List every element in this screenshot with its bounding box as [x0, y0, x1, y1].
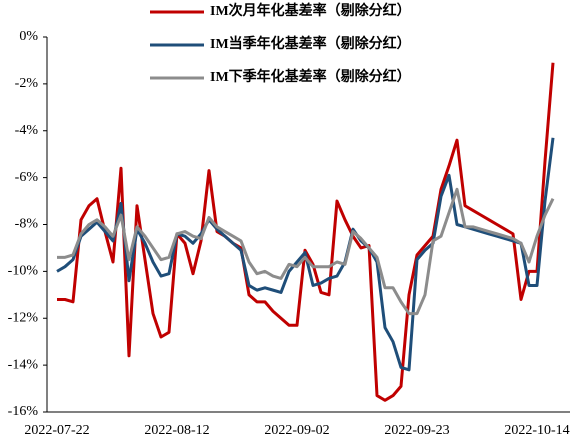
x-tick-label: 2022-07-22 — [24, 423, 89, 438]
y-tick-label: -16% — [8, 404, 39, 419]
series-line — [56, 137, 555, 372]
series-line — [57, 62, 555, 402]
y-tick-label: -10% — [8, 264, 39, 279]
x-tick-label: 2022-08-12 — [144, 423, 209, 438]
y-tick-label: -8% — [15, 217, 39, 232]
y-tick-label: -14% — [8, 357, 39, 372]
legend-label: IM下季年化基差率（剔除分红） — [210, 68, 411, 85]
x-tick-label: 2022-09-23 — [384, 423, 449, 438]
series-line — [57, 187, 555, 316]
y-tick-label: 0% — [19, 29, 38, 44]
y-tick-label: -6% — [15, 170, 39, 185]
legend-label: IM当季年化基差率（剔除分红） — [210, 35, 411, 52]
y-tick-label: -2% — [15, 76, 39, 91]
x-tick-label: 2022-09-02 — [264, 423, 329, 438]
legend-label: IM次月年化基差率（剔除分红） — [210, 2, 411, 19]
y-tick-label: -4% — [15, 123, 39, 138]
x-tick-label: 2022-10-14 — [504, 423, 569, 438]
y-tick-label: -12% — [8, 310, 39, 325]
